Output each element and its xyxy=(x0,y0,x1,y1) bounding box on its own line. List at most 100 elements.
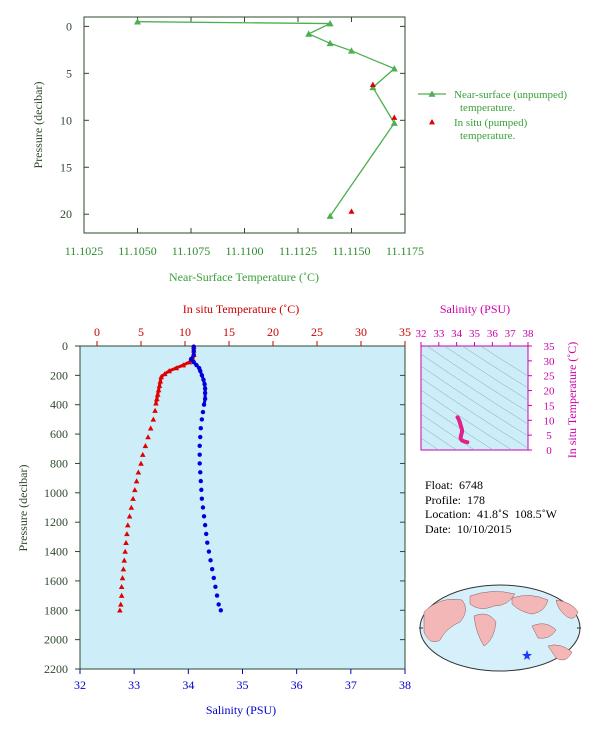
temp-tick-label: 30 xyxy=(355,325,367,339)
pressure-tick-label: 1000 xyxy=(44,486,68,500)
in-situ-point xyxy=(391,114,398,120)
salinity-point xyxy=(201,514,207,519)
temperature-point xyxy=(125,522,131,528)
salinity-point xyxy=(209,566,215,572)
temperature-point xyxy=(135,469,142,475)
salinity-point xyxy=(202,381,207,387)
near-surface-x-tick-label: 11.1175 xyxy=(386,244,424,258)
pressure-axis-label: Pressure (decibar) xyxy=(16,465,30,552)
salinity-point xyxy=(214,593,220,598)
near-surface-x-axis-label: Near-Surface Temperature (˚C) xyxy=(169,270,319,284)
salinity-point xyxy=(213,584,218,589)
float-location-star xyxy=(522,650,532,660)
near-surface-y-axis-label: Pressure (decibar) xyxy=(31,82,45,169)
salinity-point xyxy=(202,522,208,528)
near-surface-x-tick-label: 11.1150 xyxy=(332,244,370,258)
temperature-point xyxy=(118,583,125,590)
temperature-point xyxy=(173,365,179,371)
legend-near-surface-marker xyxy=(428,90,436,97)
near-surface-series-line xyxy=(137,21,396,217)
near-surface-y-tick-label: 20 xyxy=(60,207,72,221)
profile-number: Profile: 178 xyxy=(425,492,485,507)
legend-in-situ-label-2: temperature. xyxy=(460,130,516,142)
salinity-point xyxy=(205,540,210,545)
temperature-point xyxy=(124,531,130,537)
ts-y-tick-label: 10 xyxy=(544,415,556,427)
near-surface-y-tick-label: 15 xyxy=(60,160,72,174)
temp-tick-label: 25 xyxy=(311,325,323,339)
salinity-point xyxy=(198,368,203,374)
near-surface-point xyxy=(326,20,334,27)
near-surface-point xyxy=(348,47,355,54)
salinity-point xyxy=(216,602,221,607)
ts-x-tick-label: 34 xyxy=(451,328,463,340)
near-surface-x-tick-label: 11.1075 xyxy=(172,244,211,258)
density-contour xyxy=(421,437,439,450)
salinity-point xyxy=(194,362,199,368)
density-contour xyxy=(421,401,494,450)
near-surface-point xyxy=(305,30,313,37)
density-contour xyxy=(421,413,475,450)
pressure-tick-label: 1200 xyxy=(44,515,68,529)
float-location: Location: 41.8˚S 108.5˚W xyxy=(425,507,557,521)
temperature-point xyxy=(139,451,146,457)
temperature-point xyxy=(119,575,126,581)
temperature-point xyxy=(118,592,125,598)
pressure-tick-label: 1800 xyxy=(44,603,68,617)
salinity-point xyxy=(199,487,204,493)
salinity-point xyxy=(202,386,208,391)
float-id: Float: 6748 xyxy=(425,478,484,492)
temperature-point xyxy=(166,368,172,374)
temperature-point xyxy=(161,371,168,377)
near-surface-x-tick-label: 11.1050 xyxy=(118,244,157,258)
density-contour xyxy=(421,389,513,450)
temperature-point xyxy=(152,407,158,413)
salinity-tick-label: 36 xyxy=(291,678,303,692)
temperature-point xyxy=(128,504,135,510)
salinity-point xyxy=(197,443,202,449)
salinity-point xyxy=(201,402,207,407)
temperature-point xyxy=(154,396,160,402)
legend-in-situ-label: In situ (pumped) xyxy=(454,117,528,129)
salinity-point xyxy=(218,608,224,613)
pressure-tick-label: 600 xyxy=(50,427,68,441)
salinity-point xyxy=(202,396,208,402)
salinity-tick-label: 37 xyxy=(345,678,357,692)
salinity-point xyxy=(188,357,194,362)
salinity-point xyxy=(198,478,203,484)
salinity-point xyxy=(204,531,209,537)
pressure-tick-label: 0 xyxy=(62,339,68,353)
density-contour xyxy=(461,346,528,389)
temperature-point xyxy=(154,391,161,397)
ts-curve xyxy=(455,415,470,445)
salinity-tick-label: 32 xyxy=(74,678,86,692)
temperature-point xyxy=(121,557,128,563)
temperature-point xyxy=(186,359,193,365)
temperature-point xyxy=(180,362,187,368)
world-map xyxy=(419,584,581,672)
pressure-tick-label: 2200 xyxy=(44,662,68,676)
temperature-point xyxy=(142,443,149,449)
temp-tick-label: 35 xyxy=(399,325,411,339)
temperature-point xyxy=(138,460,144,466)
salinity-axis-label: Salinity (PSU) xyxy=(206,703,276,717)
salinity-point xyxy=(197,452,202,457)
float-info: Float: 6748 Profile: 178 Location: 41.8˚… xyxy=(425,478,557,536)
temp-tick-label: 5 xyxy=(138,325,144,339)
ts-x-tick-label: 38 xyxy=(523,328,535,340)
salinity-point xyxy=(198,426,203,431)
near-surface-y-tick-label: 5 xyxy=(66,66,72,80)
salinity-point xyxy=(199,373,205,378)
temperature-point xyxy=(158,374,165,380)
salinity-point xyxy=(191,348,196,353)
density-contour xyxy=(426,346,528,413)
ts-x-tick-label: 35 xyxy=(469,328,481,340)
salinity-point xyxy=(199,417,205,422)
temperature-point xyxy=(157,378,164,384)
temp-tick-label: 10 xyxy=(179,325,191,339)
ts-y-tick-label: 30 xyxy=(544,356,556,368)
in-situ-point xyxy=(369,81,376,88)
ts-y-tick-label: 20 xyxy=(544,386,556,398)
temp-tick-label: 0 xyxy=(94,325,100,339)
density-contour xyxy=(421,425,457,450)
